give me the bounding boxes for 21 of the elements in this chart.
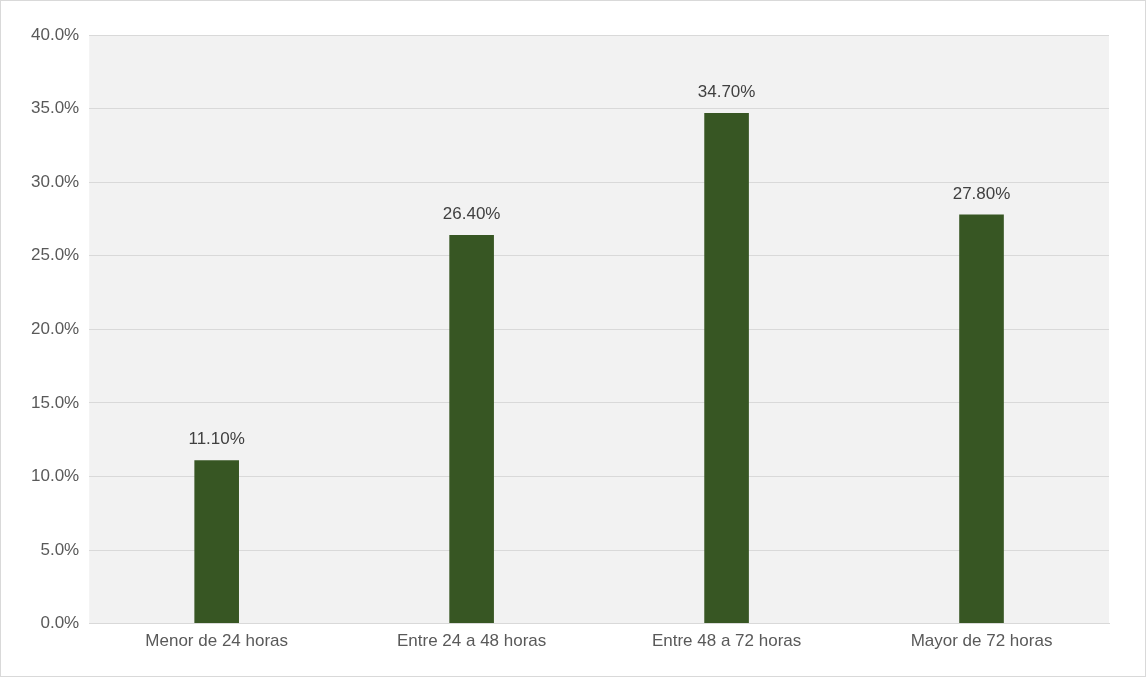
data-label: 34.70%: [697, 82, 756, 102]
y-tick-label: 5.0%: [40, 539, 80, 559]
y-tick-label: 15.0%: [31, 392, 80, 412]
y-tick-label: 20.0%: [31, 318, 80, 338]
data-label: 27.80%: [952, 183, 1011, 203]
x-tick-label: Menor de 24 horas: [145, 631, 289, 651]
data-label: 26.40%: [442, 204, 501, 224]
y-tick-label: 10.0%: [31, 466, 80, 486]
x-tick-label: Mayor de 72 horas: [910, 631, 1053, 651]
y-tick-label: 35.0%: [31, 98, 80, 118]
y-tick-label: 0.0%: [40, 613, 80, 633]
y-tick-label: 40.0%: [31, 24, 80, 44]
bar: [959, 214, 1004, 624]
y-tick-label: 25.0%: [31, 245, 80, 265]
data-label: 11.10%: [188, 429, 245, 449]
bar: [194, 460, 239, 624]
x-tick-label: Entre 48 a 72 horas: [651, 631, 802, 651]
bar: [704, 112, 749, 624]
y-tick-label: 30.0%: [31, 171, 80, 191]
bar: [449, 235, 494, 624]
x-tick-label: Entre 24 a 48 horas: [396, 631, 547, 651]
